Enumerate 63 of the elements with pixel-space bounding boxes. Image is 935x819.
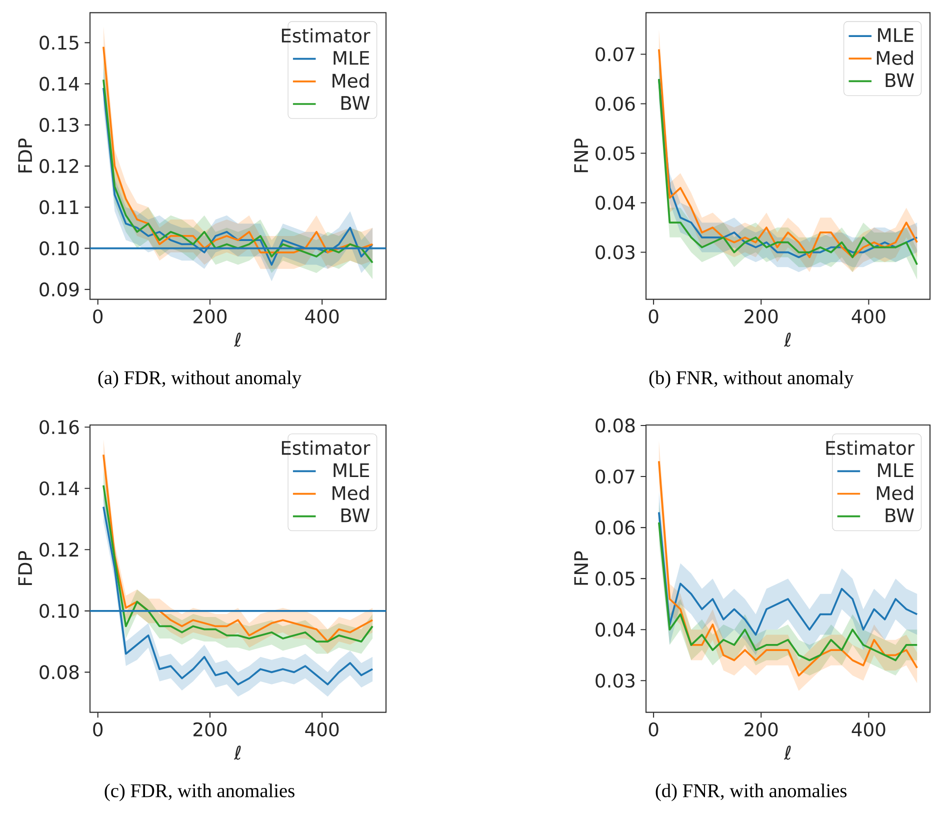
x-tick-label: 400 bbox=[852, 309, 886, 324]
x-tick-label: 0 bbox=[648, 309, 658, 324]
y-tick-label: 0.03 bbox=[596, 245, 634, 260]
x-axis-title: ℓ bbox=[784, 332, 791, 347]
x-axis-title: ℓ bbox=[234, 332, 241, 347]
y-axis-title: FNP bbox=[574, 138, 588, 172]
y-tick-label: 0.06 bbox=[596, 520, 635, 535]
x-axis-title: ℓ bbox=[234, 746, 241, 760]
x-tick-label: 0 bbox=[93, 309, 103, 324]
y-tick-label: 0.07 bbox=[596, 469, 634, 484]
x-tick-label: 200 bbox=[194, 722, 227, 736]
x-tick-label: 400 bbox=[305, 722, 339, 736]
legend-label: MLE bbox=[878, 463, 914, 477]
legend-label: MLE bbox=[334, 463, 369, 477]
y-tick-label: 0.14 bbox=[40, 76, 79, 91]
legend-label: Med bbox=[332, 73, 369, 88]
y-tick-label: 0.04 bbox=[596, 196, 635, 210]
y-tick-label: 0.10 bbox=[40, 241, 79, 256]
legend-label: BW bbox=[886, 508, 914, 522]
x-axis-title: ℓ bbox=[784, 746, 791, 760]
y-tick-label: 0.07 bbox=[596, 47, 634, 62]
legend-label: Med bbox=[876, 486, 913, 500]
legend-label: BW bbox=[341, 96, 370, 110]
y-axis-title: FDP bbox=[18, 138, 32, 172]
y-tick-label: 0.08 bbox=[596, 418, 635, 433]
y-tick-label: 0.12 bbox=[40, 542, 78, 557]
x-tick-label: 0 bbox=[648, 722, 658, 736]
y-tick-label: 0.09 bbox=[40, 282, 79, 296]
legend-label: MLE bbox=[878, 28, 914, 42]
y-tick-label: 0.04 bbox=[596, 622, 635, 637]
text: (c) FDR, with anomalies bbox=[104, 784, 294, 802]
y-tick-label: 0.16 bbox=[40, 420, 79, 434]
x-tick-label: 400 bbox=[852, 722, 886, 736]
y-tick-label: 0.03 bbox=[596, 674, 634, 688]
y-tick-label: 0.05 bbox=[596, 572, 634, 586]
legend-label: BW bbox=[341, 508, 370, 522]
legend-label: BW bbox=[886, 73, 914, 87]
y-tick-label: 0.13 bbox=[40, 118, 78, 132]
x-tick-label: 200 bbox=[744, 309, 778, 324]
legend-label: Med bbox=[876, 50, 913, 65]
x-tick-label: 400 bbox=[305, 309, 339, 324]
y-tick-label: 0.06 bbox=[596, 96, 635, 111]
y-tick-label: 0.12 bbox=[40, 158, 78, 174]
text: (b) FNR, without anomaly bbox=[649, 370, 854, 388]
x-tick-label: 200 bbox=[744, 722, 778, 736]
legend-title: Estimator bbox=[282, 28, 370, 43]
legend-title: Estimator bbox=[826, 440, 915, 455]
y-axis-title: FDP bbox=[18, 551, 32, 585]
text: (d) FNR, with anomalies bbox=[656, 784, 847, 802]
text: (a) FDR, without anomaly bbox=[98, 370, 302, 388]
x-tick-label: 0 bbox=[93, 722, 103, 736]
y-tick-label: 0.05 bbox=[596, 146, 634, 160]
x-tick-label: 200 bbox=[194, 309, 227, 324]
legend-label: MLE bbox=[334, 51, 369, 65]
y-tick-label: 0.11 bbox=[40, 200, 78, 214]
y-tick-label: 0.10 bbox=[40, 604, 79, 618]
line-series bbox=[658, 522, 918, 662]
legend-label: Med bbox=[332, 486, 369, 500]
legend-title: Estimator bbox=[282, 440, 370, 455]
y-axis-title: FNP bbox=[574, 551, 588, 585]
y-tick-label: 0.15 bbox=[40, 36, 78, 50]
y-tick-label: 0.14 bbox=[40, 481, 79, 496]
y-tick-label: 0.08 bbox=[40, 665, 79, 680]
